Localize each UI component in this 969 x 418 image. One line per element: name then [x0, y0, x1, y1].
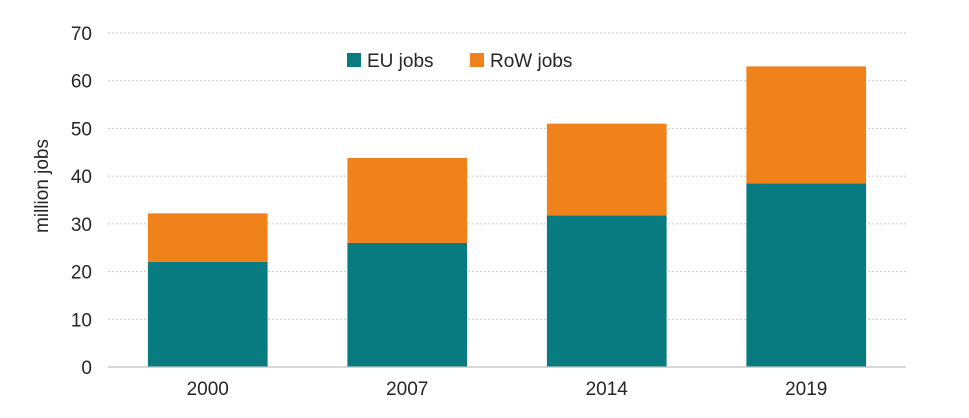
legend-swatch-row-jobs — [470, 53, 484, 67]
x-tick-label: 2000 — [187, 379, 229, 400]
legend-label-eu-jobs: EU jobs — [367, 51, 434, 72]
y-tick-label: 50 — [71, 119, 92, 140]
legend: EU jobs RoW jobs — [347, 51, 572, 72]
y-tick-label: 60 — [71, 72, 92, 93]
bars — [147, 66, 867, 367]
legend-swatch-eu-jobs — [347, 53, 361, 67]
axes: 0 10 20 30 40 50 60 70 2000 2007 2014 2019 — [71, 24, 906, 400]
y-axis-title: million jobs — [32, 139, 53, 233]
y-tick-label: 20 — [71, 263, 92, 284]
y-tick-label: 0 — [81, 358, 92, 379]
x-tick-label: 2014 — [586, 379, 629, 400]
y-tick-label: 10 — [71, 310, 92, 331]
bar-row-jobs-2019 — [746, 66, 867, 184]
bar-row-jobs-2000 — [147, 213, 268, 263]
bar-eu-jobs-2007 — [347, 242, 468, 367]
legend-label-row-jobs: RoW jobs — [490, 51, 572, 72]
y-tick-label: 30 — [71, 215, 92, 236]
x-tick-label: 2019 — [785, 379, 827, 400]
bar-row-jobs-2007 — [347, 158, 468, 243]
bar-eu-jobs-2000 — [147, 262, 268, 367]
bar-row-jobs-2014 — [546, 123, 667, 216]
y-tick-label: 70 — [71, 24, 92, 45]
bar-eu-jobs-2014 — [546, 215, 667, 367]
y-tick-label: 40 — [71, 167, 92, 188]
bar-eu-jobs-2019 — [746, 183, 867, 367]
x-tick-label: 2007 — [386, 379, 428, 400]
